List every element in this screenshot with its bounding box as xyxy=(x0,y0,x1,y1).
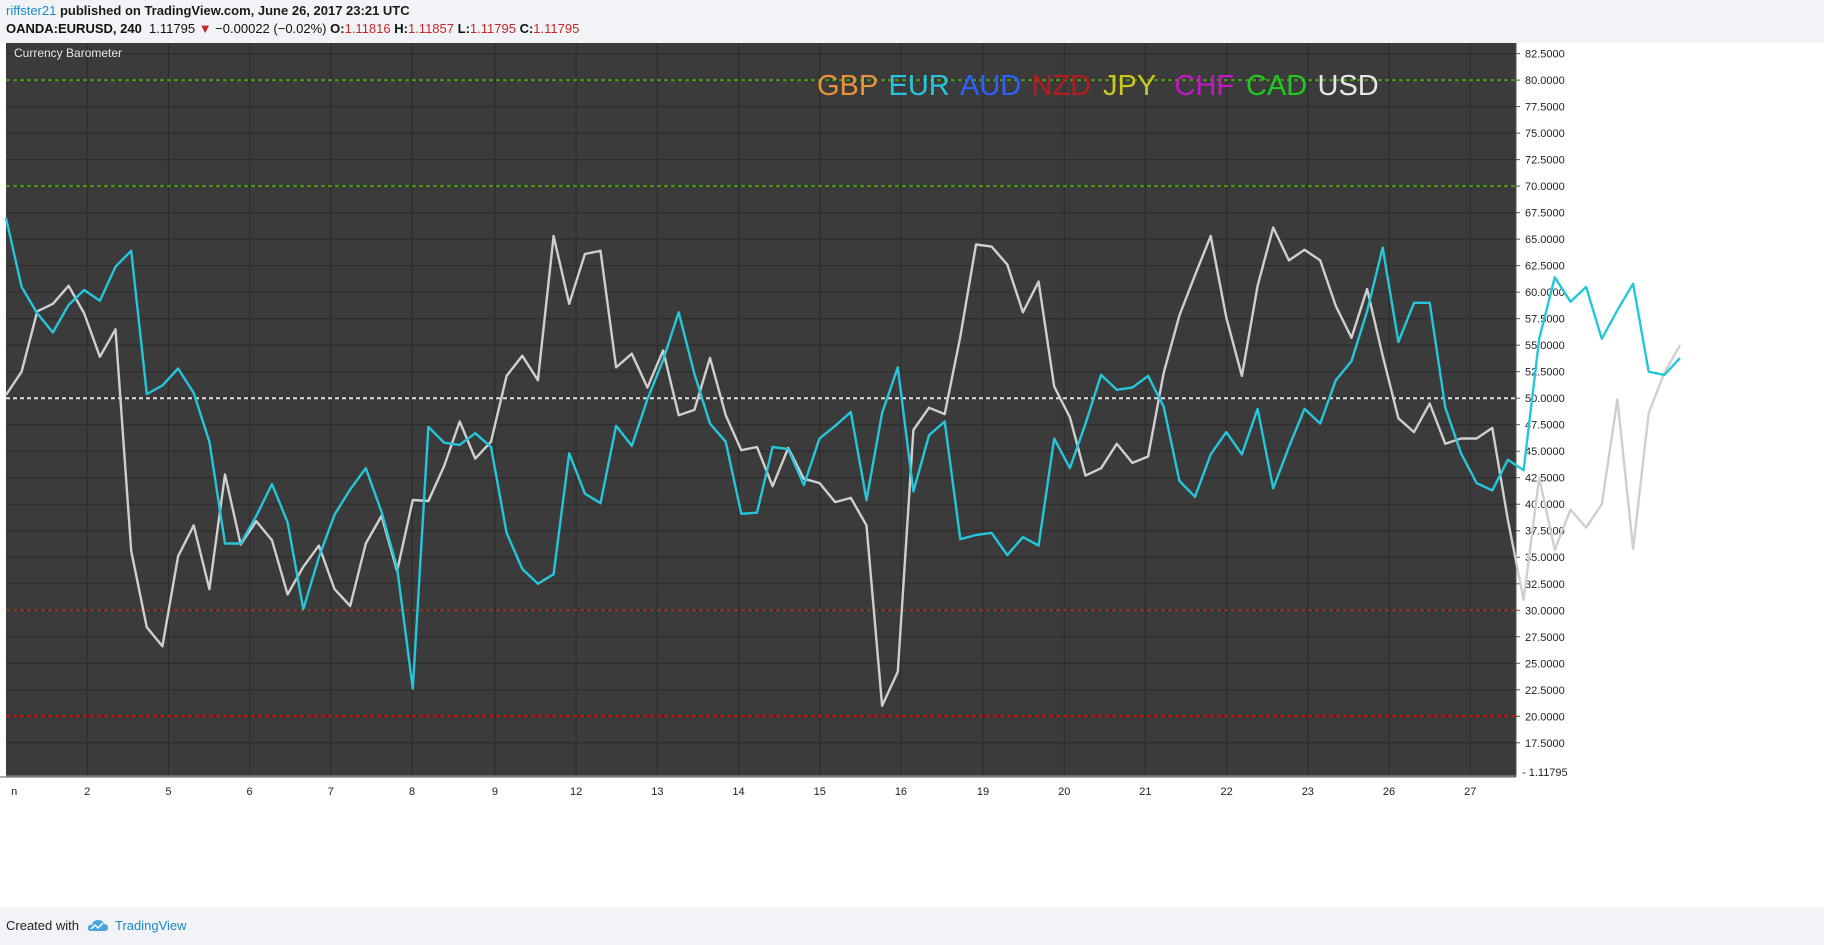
y-tick-label: 22.5000 xyxy=(1525,685,1565,697)
y-tick-label: 60.0000 xyxy=(1525,287,1565,299)
price-axis-label: - 1.11795 xyxy=(1522,767,1568,779)
x-tick-label: 9 xyxy=(492,786,498,798)
time-axis-panel xyxy=(0,777,1824,907)
down-arrow-icon: ▼ xyxy=(198,21,212,36)
legend-chf: CHF xyxy=(1175,70,1235,102)
x-tick-label: 8 xyxy=(409,786,415,798)
x-tick-label: 2 xyxy=(84,786,90,798)
y-tick-label: 72.5000 xyxy=(1525,155,1565,167)
x-tick-label: 21 xyxy=(1139,786,1151,798)
symbol-line: OANDA:EURUSD, 240 1.11795 ▼ −0.00022 (−0… xyxy=(6,21,579,36)
legend-eur: EUR xyxy=(889,70,950,102)
y-tick-label: 45.0000 xyxy=(1525,446,1565,458)
price-axis-panel xyxy=(1516,43,1824,777)
tradingview-brand: TradingView xyxy=(114,918,187,933)
y-tick-label: 20.0000 xyxy=(1525,711,1565,723)
publish-line: riffster21 published on TradingView.com,… xyxy=(6,3,410,18)
plot-panel xyxy=(6,43,1516,777)
low-label: L: xyxy=(457,21,470,36)
x-tick-label: 26 xyxy=(1383,786,1395,798)
price-change: −0.00022 (−0.02%) xyxy=(215,21,327,36)
x-tick-label: 20 xyxy=(1058,786,1070,798)
symbol-name[interactable]: OANDA:EURUSD, 240 xyxy=(6,21,142,36)
y-tick-label: 55.0000 xyxy=(1525,340,1565,352)
series-line-usd xyxy=(5,226,1682,707)
legend-aud: AUD xyxy=(960,70,1021,102)
y-tick-label: 47.5000 xyxy=(1525,420,1565,432)
legend-gbp: GBP xyxy=(817,70,878,102)
x-tick-label: 6 xyxy=(247,786,253,798)
y-tick-label: 62.5000 xyxy=(1525,261,1565,273)
barometer-chart[interactable]: 82.5000 80.0000 77.5000 75.0000 72.5000 70.00… xyxy=(0,43,1824,907)
y-tick-label: 70.0000 xyxy=(1525,181,1565,193)
x-tick-label: 22 xyxy=(1220,786,1232,798)
legend-cad: CAD xyxy=(1246,70,1307,102)
legend-jpy: JPY xyxy=(1103,70,1156,102)
x-tick-label: 12 xyxy=(570,786,582,798)
x-tick-label: 5 xyxy=(165,786,171,798)
x-tick-label: 23 xyxy=(1302,786,1314,798)
open-label: O: xyxy=(330,21,345,36)
high-label: H: xyxy=(394,21,408,36)
y-tick-label: 80.0000 xyxy=(1525,75,1565,87)
y-tick-label: 27.5000 xyxy=(1525,632,1565,644)
x-tick-label: 14 xyxy=(732,786,744,798)
x-tick-label: 16 xyxy=(895,786,907,798)
y-tick-label: 32.5000 xyxy=(1525,579,1565,591)
y-tick-label: 77.5000 xyxy=(1525,102,1565,114)
y-tick-label: 82.5000 xyxy=(1525,49,1565,61)
x-tick-label: 15 xyxy=(814,786,826,798)
y-tick-label: 50.0000 xyxy=(1525,393,1565,405)
open-value: 1.11816 xyxy=(344,21,391,36)
created-with-text: Created with xyxy=(6,918,79,933)
last-price: 1.11795 xyxy=(149,21,196,36)
y-tick-label: 75.0000 xyxy=(1525,128,1565,140)
x-tick-label: 7 xyxy=(328,786,334,798)
tradingview-cloud-icon xyxy=(87,920,108,931)
x-tick-label: 27 xyxy=(1464,786,1476,798)
author-link[interactable]: riffster21 xyxy=(6,3,57,18)
y-tick-label: 30.0000 xyxy=(1525,605,1565,617)
close-value: 1.11795 xyxy=(533,21,580,36)
chart-frame[interactable]: 82.5000 80.0000 77.5000 75.0000 72.5000 70.00… xyxy=(0,43,1824,907)
legend-usd: USD xyxy=(1318,70,1379,102)
y-tick-label: 65.0000 xyxy=(1525,234,1565,246)
tradingview-link[interactable]: TradingView xyxy=(87,918,187,933)
y-tick-label: 42.5000 xyxy=(1525,473,1565,485)
y-tick-label: 52.5000 xyxy=(1525,367,1565,379)
indicator-title: Currency Barometer xyxy=(14,46,122,60)
high-value: 1.11857 xyxy=(407,21,454,36)
legend-nzd: NZD xyxy=(1032,70,1092,102)
x-tick-label: n xyxy=(11,786,17,798)
series-line-eur xyxy=(4,217,1681,690)
left-margin xyxy=(0,43,6,777)
y-tick-label: 37.5000 xyxy=(1525,526,1565,538)
x-tick-label: 19 xyxy=(977,786,989,798)
footer: Created with TradingView xyxy=(6,918,187,933)
y-tick-label: 17.5000 xyxy=(1525,738,1565,750)
low-value: 1.11795 xyxy=(469,21,516,36)
y-tick-label: 67.5000 xyxy=(1525,208,1565,220)
y-tick-label: 25.0000 xyxy=(1525,658,1565,670)
close-label: C: xyxy=(519,21,534,36)
x-tick-label: 13 xyxy=(651,786,663,798)
published-text: published on TradingView.com, June 26, 2… xyxy=(59,3,410,18)
y-tick-label: 35.0000 xyxy=(1525,552,1565,564)
